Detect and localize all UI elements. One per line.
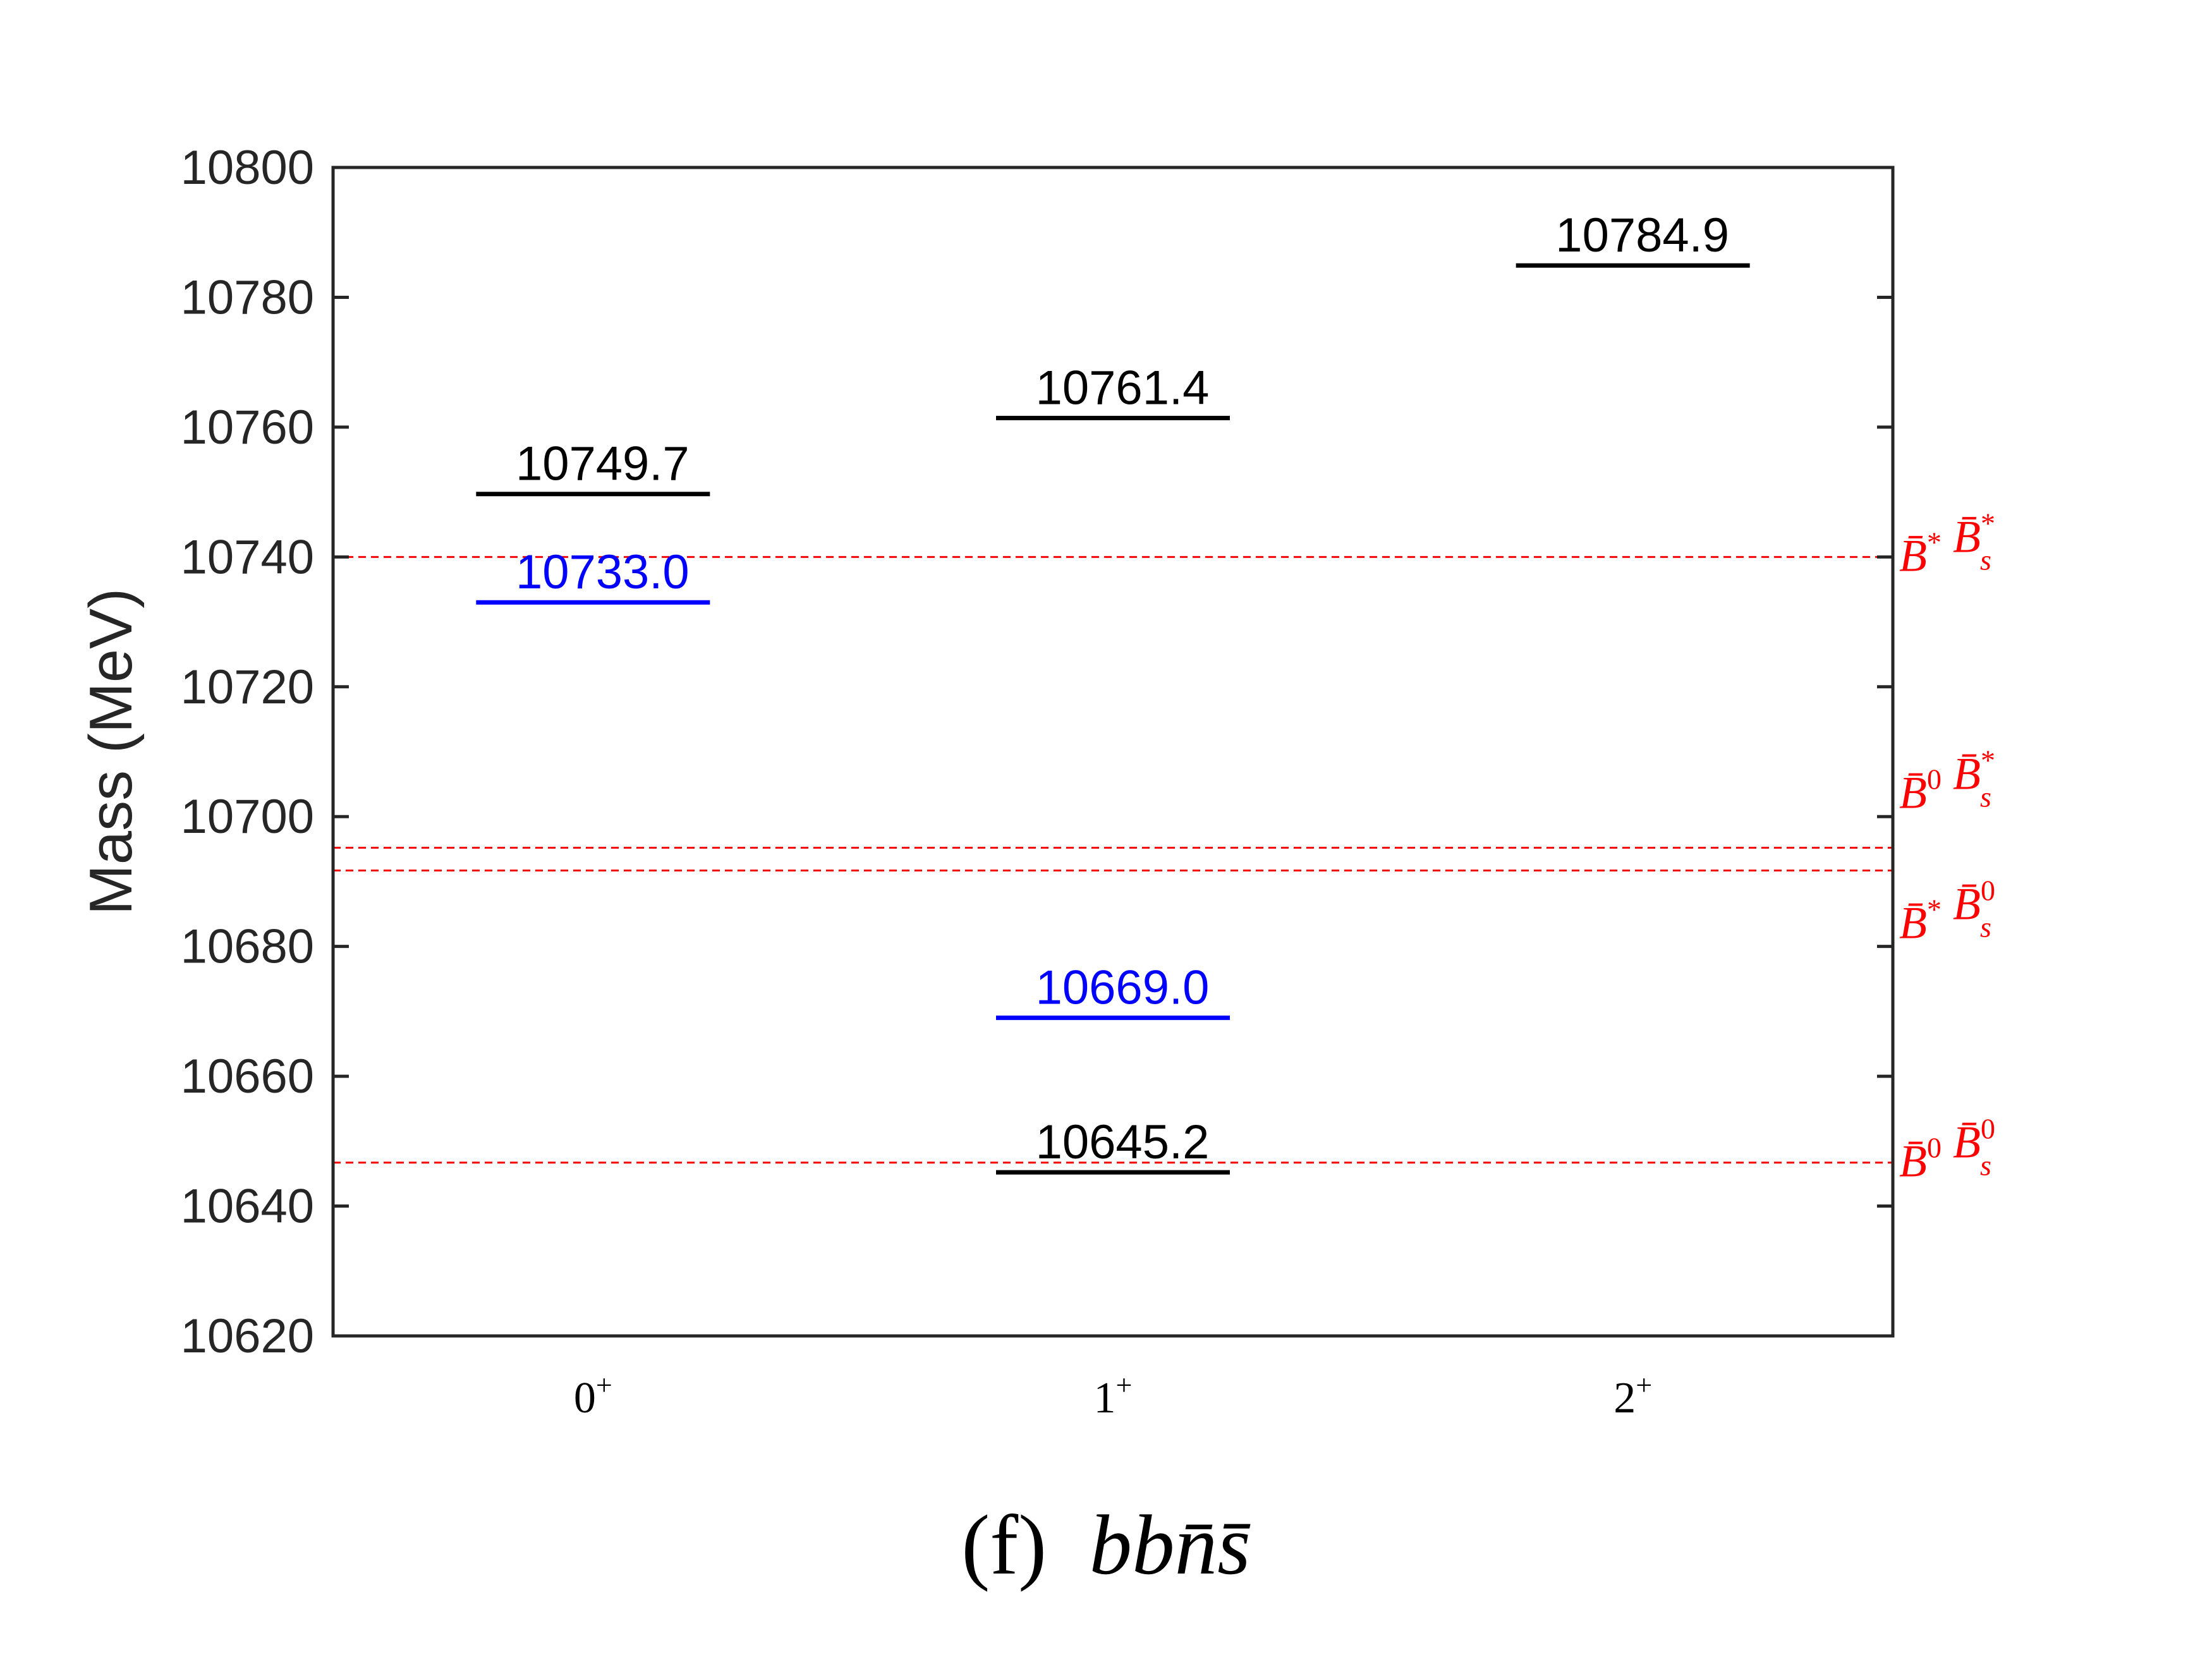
threshold-label: B̄0 B̄* s: [1899, 744, 1995, 818]
y-tick-label: 10760: [181, 401, 314, 454]
y-axis-label: Mass (MeV): [77, 588, 145, 915]
labels: B̄* B̄* s B̄0 B̄* s B̄* B̄0 s B̄0 B̄0 s 10749.7 1…: [77, 141, 1995, 1592]
level-label: 10733.0: [516, 545, 690, 599]
y-tick-label: 10640: [181, 1180, 314, 1234]
axes: [331, 166, 1895, 1338]
y-tick-label: 10720: [181, 660, 314, 714]
threshold-label: B̄0 B̄0 s: [1899, 1113, 1995, 1187]
y-tick-label: 10660: [181, 1050, 314, 1103]
level-label: 10784.9: [1555, 209, 1729, 262]
x-tick-label: 0+: [574, 1369, 612, 1422]
level-label: 10761.4: [1036, 361, 1210, 415]
level-label: 10749.7: [516, 437, 690, 491]
threshold-lines: [333, 555, 1893, 1164]
level-label: 10669.0: [1036, 961, 1210, 1015]
y-tick-label: 10680: [181, 920, 314, 974]
y-tick-label: 10780: [181, 270, 314, 324]
threshold-label: B̄* B̄0 s: [1899, 874, 1995, 948]
x-tick-label: 2+: [1613, 1369, 1652, 1422]
y-tick-label: 10800: [181, 141, 314, 195]
y-tick-label: 10620: [181, 1309, 314, 1363]
threshold-label: B̄* B̄* s: [1899, 507, 1995, 581]
x-tick-label: 1+: [1094, 1369, 1133, 1422]
figure-caption: (f) bbn̄s̄: [961, 1498, 1250, 1592]
mass-levels: [476, 263, 1750, 1175]
level-label: 10645.2: [1036, 1115, 1210, 1169]
plot-frame: [331, 166, 1895, 1338]
y-tick-label: 10740: [181, 530, 314, 584]
y-tick-label: 10700: [181, 790, 314, 844]
